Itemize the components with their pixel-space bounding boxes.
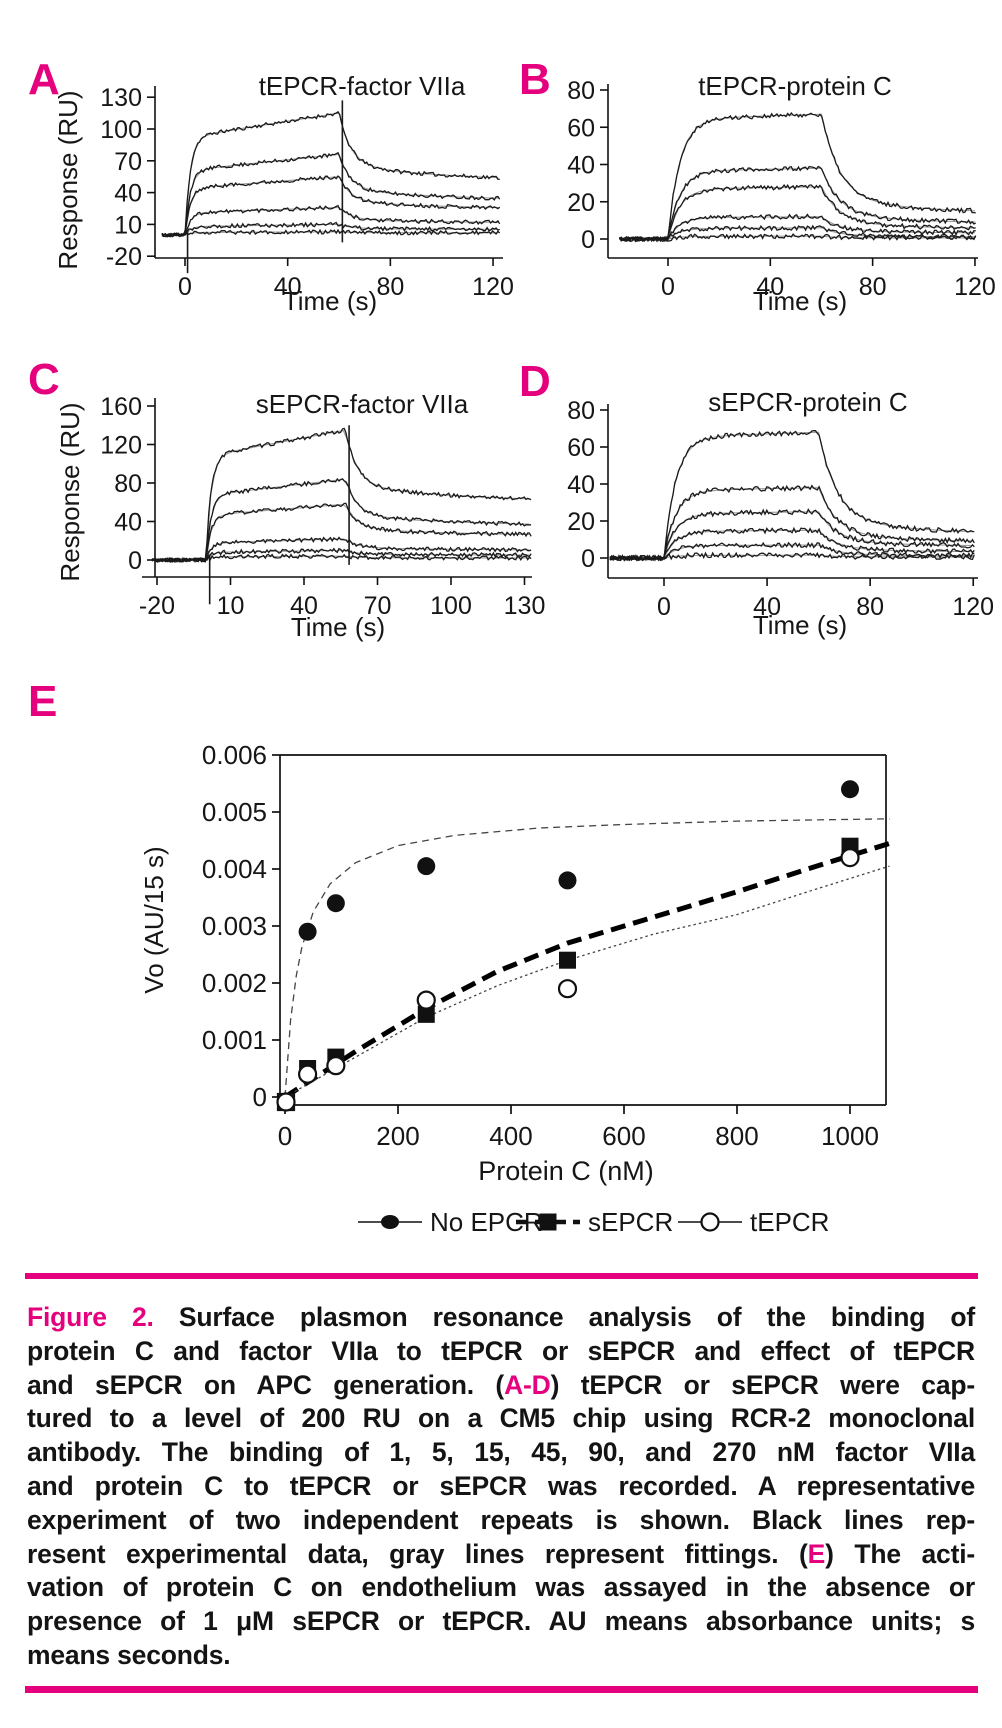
svg-text:-20: -20 <box>106 243 142 271</box>
svg-text:80: 80 <box>114 470 142 498</box>
svg-text:130: 130 <box>100 84 142 112</box>
svg-text:40: 40 <box>567 471 595 499</box>
svg-text:tEPCR-factor VIIa: tEPCR-factor VIIa <box>259 71 466 101</box>
svg-text:120: 120 <box>954 273 996 301</box>
svg-text:0: 0 <box>178 273 192 301</box>
svg-text:tEPCR: tEPCR <box>750 1207 829 1237</box>
svg-text:200: 200 <box>376 1121 419 1151</box>
svg-text:0.004: 0.004 <box>202 854 267 884</box>
svg-text:120: 120 <box>472 273 514 301</box>
sensorgram-panel-D: 80 60 40 20 0 0 40 80 120 sEPCR-protein C Time (s) <box>567 387 994 640</box>
panel-label-e: E <box>28 677 58 726</box>
svg-text:0: 0 <box>581 545 595 573</box>
svg-text:0: 0 <box>253 1082 267 1112</box>
caption-line: means seconds. <box>27 1639 231 1670</box>
sensorgram-panel-C: 160 120 80 40 0 -20 10 40 70 100 130 sEPCR-factor V… <box>55 389 545 642</box>
svg-text:Time (s): Time (s) <box>291 612 385 642</box>
svg-text:Time (s): Time (s) <box>753 610 847 640</box>
svg-text:Response (RU): Response (RU) <box>53 90 83 269</box>
svg-text:10: 10 <box>217 592 245 620</box>
svg-text:tEPCR-protein C: tEPCR-protein C <box>698 71 892 101</box>
bottom-rule <box>25 1686 978 1693</box>
svg-text:0.006: 0.006 <box>202 740 267 770</box>
svg-text:20: 20 <box>567 189 595 217</box>
caption-line: tured to a level of 200 RU on a CM5 chip… <box>27 1403 975 1434</box>
svg-text:0.003: 0.003 <box>202 911 267 941</box>
svg-text:0.005: 0.005 <box>202 797 267 827</box>
caption-line: and protein C to tEPCR or sEPCR was reco… <box>27 1470 975 1501</box>
caption-line: and sEPCR on APC generation. (A-D) tEPCR… <box>27 1369 975 1400</box>
svg-text:0: 0 <box>661 273 675 301</box>
svg-text:40: 40 <box>567 152 595 180</box>
svg-text:70: 70 <box>114 148 142 176</box>
svg-text:sEPCR: sEPCR <box>588 1207 673 1237</box>
sensorgram-panel-A: 130 100 70 40 10 -20 0 40 80 120 tEPCR-factor VIIa… <box>53 71 514 316</box>
svg-text:sEPCR-factor VIIa: sEPCR-factor VIIa <box>256 389 469 419</box>
svg-text:0.002: 0.002 <box>202 968 267 998</box>
svg-text:Time (s): Time (s) <box>283 286 377 316</box>
svg-text:10: 10 <box>114 211 142 239</box>
caption-line: presence of 1 μM sEPCR or tEPCR. AU mean… <box>27 1606 975 1637</box>
svg-text:40: 40 <box>114 180 142 208</box>
svg-text:Vo (AU/15 s): Vo (AU/15 s) <box>139 846 169 993</box>
chart-legend: No EPCR sEPCR tEPCR <box>358 1207 829 1237</box>
svg-text:120: 120 <box>952 593 994 621</box>
svg-text:0: 0 <box>581 226 595 254</box>
svg-text:40: 40 <box>114 509 142 537</box>
apc-generation-chart: 0.006 0.005 0.004 0.003 0.002 0.001 00 200 400 60… <box>139 740 891 1237</box>
svg-text:Time (s): Time (s) <box>753 286 847 316</box>
svg-text:60: 60 <box>567 434 595 462</box>
sensorgram-panel-B: 80 60 40 20 0 0 40 80 120 tEPCR-protein C Time (s) <box>567 71 996 316</box>
svg-text:20: 20 <box>567 508 595 536</box>
svg-text:1000: 1000 <box>821 1121 879 1151</box>
svg-text:100: 100 <box>430 592 472 620</box>
svg-text:0: 0 <box>657 593 671 621</box>
svg-text:80: 80 <box>376 273 404 301</box>
svg-text:130: 130 <box>504 592 546 620</box>
svg-text:160: 160 <box>100 393 142 421</box>
svg-text:100: 100 <box>100 116 142 144</box>
caption-line: protein C and factor VIIa to tEPCR or sE… <box>27 1335 975 1366</box>
caption-divider-rule <box>25 1273 978 1279</box>
panel-label-d: D <box>519 357 551 406</box>
svg-text:800: 800 <box>715 1121 758 1151</box>
caption-line: antibody. The binding of 1, 5, 15, 45, 9… <box>27 1437 975 1468</box>
svg-text:0: 0 <box>278 1121 292 1151</box>
svg-text:Protein C (nM): Protein C (nM) <box>478 1156 654 1186</box>
panel-label-b: B <box>519 55 551 104</box>
panel-label-c: C <box>28 355 60 404</box>
svg-text:40: 40 <box>290 592 318 620</box>
svg-text:70: 70 <box>364 592 392 620</box>
svg-text:40: 40 <box>274 273 302 301</box>
caption-line: vation of protein C on endothelium was a… <box>27 1572 975 1603</box>
svg-text:0.001: 0.001 <box>202 1025 267 1055</box>
svg-text:0: 0 <box>128 547 142 575</box>
figure-caption: Figure 2. Surface plasmon resonance anal… <box>27 1301 975 1673</box>
svg-text:600: 600 <box>602 1121 645 1151</box>
caption-line: resent experimental data, gray lines rep… <box>27 1538 976 1569</box>
svg-text:80: 80 <box>856 593 884 621</box>
svg-text:80: 80 <box>859 273 887 301</box>
svg-text:40: 40 <box>753 593 781 621</box>
panel-label-a: A <box>28 55 60 104</box>
svg-text:sEPCR-protein C: sEPCR-protein C <box>708 387 907 417</box>
svg-text:40: 40 <box>756 273 784 301</box>
caption-line: experiment of two independent repeats is… <box>27 1504 975 1535</box>
svg-text:80: 80 <box>567 397 595 425</box>
svg-text:Response (RU): Response (RU) <box>55 402 85 581</box>
svg-text:400: 400 <box>489 1121 532 1151</box>
caption-line: Figure 2. Surface plasmon resonance anal… <box>27 1302 975 1332</box>
svg-text:-20: -20 <box>139 592 175 620</box>
svg-text:60: 60 <box>567 114 595 142</box>
svg-text:80: 80 <box>567 77 595 105</box>
svg-text:120: 120 <box>100 432 142 460</box>
